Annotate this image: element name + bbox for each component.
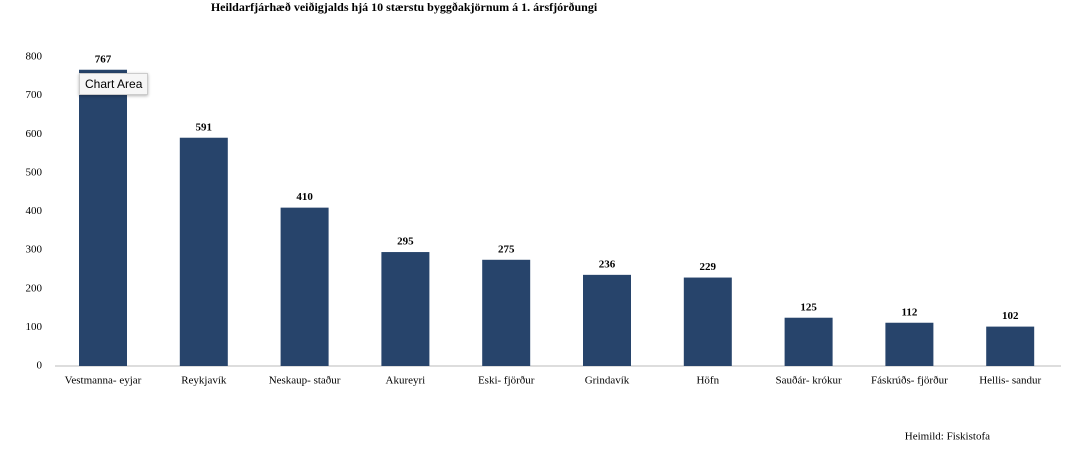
bar bbox=[280, 207, 329, 366]
x-tick-label: Fáskrúðs- fjörður bbox=[871, 375, 948, 387]
x-tick-label: Höfn bbox=[696, 375, 719, 387]
x-tick-label: Akureyri bbox=[386, 375, 426, 387]
bar bbox=[179, 137, 228, 366]
bar bbox=[986, 326, 1035, 366]
y-tick-label: 700 bbox=[26, 89, 43, 101]
value-label: 767 bbox=[95, 53, 112, 65]
value-label: 295 bbox=[397, 236, 414, 248]
x-tick-label: Grindavík bbox=[585, 375, 630, 387]
y-tick-label: 400 bbox=[26, 205, 43, 217]
value-label: 410 bbox=[296, 191, 313, 203]
source: Heimild: Fiskistofa bbox=[905, 431, 990, 443]
y-tick-label: 600 bbox=[26, 128, 43, 140]
y-tick-label: 500 bbox=[26, 166, 43, 178]
bar bbox=[482, 259, 531, 366]
bar bbox=[784, 317, 833, 366]
x-tick-label: Sauðár- krókur bbox=[776, 375, 842, 387]
tooltip: Chart Area bbox=[79, 73, 149, 95]
y-tick-label: 200 bbox=[26, 282, 43, 294]
value-label: 102 bbox=[1002, 310, 1019, 322]
x-tick-label: Neskaup- staður bbox=[269, 375, 341, 387]
bar bbox=[683, 277, 732, 366]
value-label: 112 bbox=[901, 306, 917, 318]
bar bbox=[583, 274, 631, 366]
chart-title: Heildarfjárhæð veiðigjalds hjá 10 stærst… bbox=[211, 0, 598, 14]
bar bbox=[381, 252, 430, 366]
value-label: 125 bbox=[800, 301, 817, 313]
value-label: 229 bbox=[700, 261, 717, 273]
bar bbox=[885, 322, 934, 366]
x-tick-label: Eski- fjörður bbox=[478, 375, 535, 387]
value-label: 236 bbox=[599, 258, 616, 270]
x-tick-label: Hellis- sandur bbox=[979, 375, 1041, 387]
y-tick-label: 800 bbox=[26, 51, 43, 63]
x-tick-label: Reykjavík bbox=[181, 375, 227, 387]
y-tick-label: 100 bbox=[26, 321, 43, 333]
x-tick-label: Vestmanna- eyjar bbox=[65, 375, 142, 387]
y-tick-label: 0 bbox=[37, 360, 43, 372]
value-label: 591 bbox=[196, 121, 213, 133]
value-label: 275 bbox=[498, 243, 515, 255]
bar bbox=[79, 69, 127, 366]
y-tick-label: 300 bbox=[26, 244, 43, 256]
